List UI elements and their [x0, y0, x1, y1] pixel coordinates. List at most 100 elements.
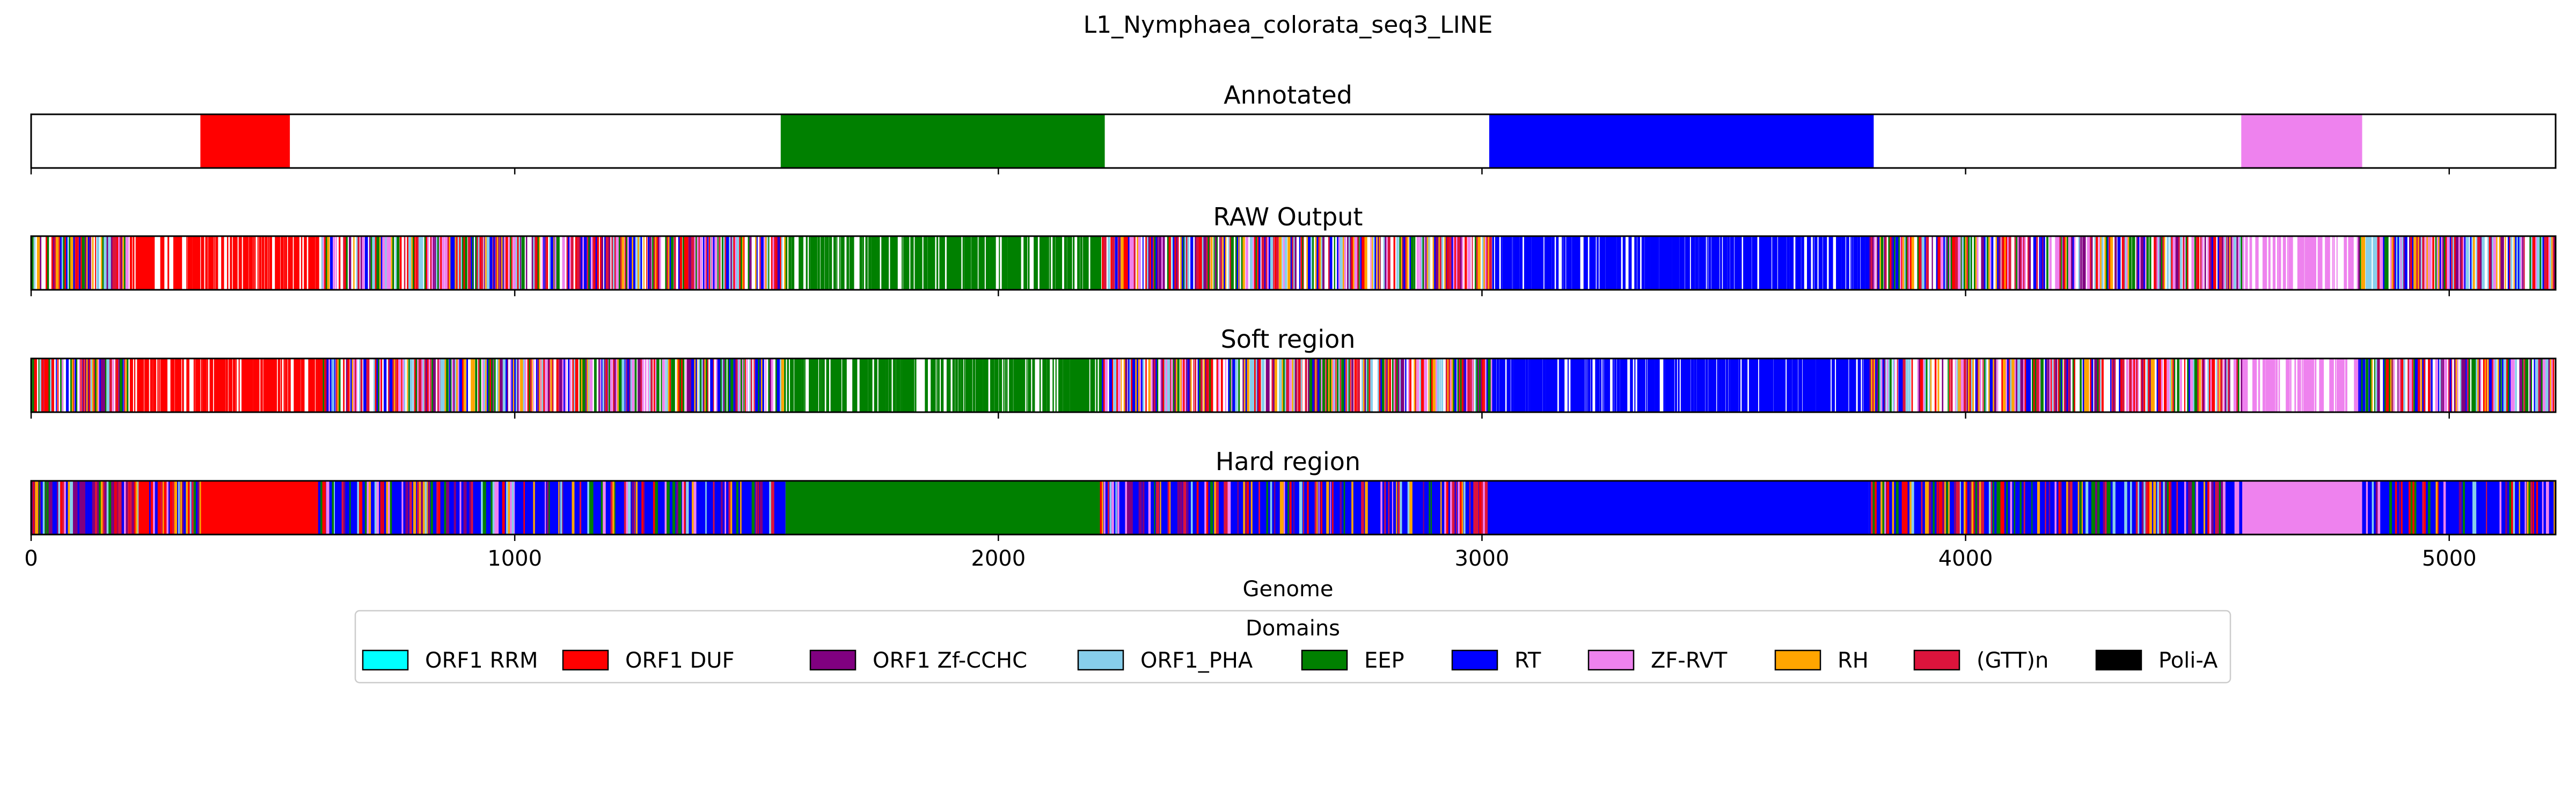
domain-stripe	[507, 358, 508, 412]
domain-stripe	[2465, 236, 2468, 290]
domain-stripe	[2138, 236, 2140, 290]
domain-stripe	[2051, 481, 2054, 535]
domain-stripe	[2365, 358, 2369, 412]
domain-stripe	[452, 236, 455, 290]
domain-stripe	[809, 236, 810, 290]
domain-stripe	[1245, 236, 1249, 290]
domain-stripe	[401, 481, 404, 535]
domain-stripe	[1725, 358, 1728, 412]
domain-stripe	[1208, 358, 1210, 412]
domain-stripe	[2215, 481, 2217, 535]
domain-stripe	[723, 236, 724, 290]
domain-stripe	[2441, 236, 2443, 290]
domain-stripe	[2462, 481, 2465, 535]
domain-stripe	[657, 236, 660, 290]
domain-stripe	[61, 236, 64, 290]
domain-stripe	[1451, 236, 1454, 290]
domain-stripe	[2178, 236, 2180, 290]
domain-stripe	[232, 236, 236, 290]
domain-stripe	[1504, 358, 1505, 412]
domain-stripe	[929, 236, 931, 290]
domain-stripe	[604, 236, 607, 290]
domain-stripe	[1535, 358, 1538, 412]
domain-stripe	[891, 236, 894, 290]
domain-stripe	[1688, 236, 1690, 290]
domain-stripe	[633, 481, 635, 535]
domain-stripe	[2152, 358, 2155, 412]
domain-stripe	[1779, 236, 1782, 290]
domain-stripe	[1138, 236, 1141, 290]
domain-stripe	[2457, 358, 2458, 412]
domain-stripe	[1944, 481, 1946, 535]
domain-stripe	[1490, 358, 1494, 412]
domain-stripe	[1430, 358, 1432, 412]
domain-stripe	[2033, 236, 2037, 290]
domain-stripe	[2236, 481, 2240, 535]
domain-stripe	[414, 358, 416, 412]
domain-stripe	[1073, 358, 1074, 412]
domain-stripe	[1042, 358, 1044, 412]
domain-stripe	[2183, 236, 2185, 290]
domain-stripe	[1185, 236, 1188, 290]
domain-stripe	[565, 358, 567, 412]
domain-stripe	[845, 358, 847, 412]
domain-stripe	[2100, 358, 2102, 412]
domain-stripe	[2416, 481, 2419, 535]
domain-stripe	[2264, 236, 2266, 290]
domain-stripe	[1090, 358, 1092, 412]
domain-stripe	[2207, 358, 2210, 412]
domain-stripe	[1496, 358, 1499, 412]
domain-stripe	[1768, 358, 1770, 412]
legend-label: (GTT)n	[1977, 648, 2048, 673]
domain-stripe	[1756, 236, 1758, 290]
domain-stripe	[1441, 236, 1444, 290]
domain-stripe	[397, 236, 400, 290]
domain-stripe	[508, 481, 510, 535]
domain-stripe	[1193, 358, 1195, 412]
domain-stripe	[1814, 358, 1816, 412]
domain-stripe	[795, 358, 797, 412]
domain-stripe	[591, 481, 594, 535]
domain-stripe	[881, 358, 883, 412]
domain-stripe	[1977, 358, 1979, 412]
domain-stripe	[2477, 358, 2480, 412]
domain-stripe	[541, 236, 545, 290]
domain-stripe	[2540, 236, 2542, 290]
x-tick-label: 1000	[487, 546, 542, 571]
domain-stripe	[1484, 481, 1488, 535]
domain-stripe	[427, 358, 429, 412]
domain-stripe	[389, 358, 392, 412]
domain-stripe	[186, 236, 188, 290]
domain-stripe	[1078, 358, 1081, 412]
domain-stripe	[640, 358, 642, 412]
domain-stripe	[1886, 481, 1890, 535]
domain-stripe	[1294, 358, 1297, 412]
domain-stripe	[51, 358, 54, 412]
domain-stripe	[553, 236, 555, 290]
domain-stripe	[685, 358, 687, 412]
domain-stripe	[1253, 358, 1255, 412]
domain-stripe	[1987, 236, 1989, 290]
domain-stripe	[382, 481, 384, 535]
domain-stripe	[2046, 358, 2048, 412]
domain-stripe	[1527, 358, 1528, 412]
domain-stripe	[1290, 236, 1292, 290]
domain-stripe	[248, 236, 252, 290]
domain-stripe	[428, 358, 431, 412]
domain-stripe	[328, 358, 331, 412]
domain-stripe	[1509, 236, 1511, 290]
domain-stripe	[44, 358, 48, 412]
x-tick-label: 4000	[1938, 546, 1993, 571]
domain-stripe	[392, 358, 396, 412]
domain-stripe	[1879, 236, 1881, 290]
domain-stripe	[89, 236, 91, 290]
domain-stripe	[2335, 358, 2337, 412]
domain-stripe	[2315, 236, 2317, 290]
domain-stripe	[2357, 236, 2359, 290]
domain-stripe	[2143, 236, 2146, 290]
domain-stripe	[985, 358, 988, 412]
domain-stripe	[510, 481, 512, 535]
domain-stripe	[2364, 236, 2366, 290]
domain-stripe	[2201, 358, 2204, 412]
domain-stripe	[70, 481, 73, 535]
